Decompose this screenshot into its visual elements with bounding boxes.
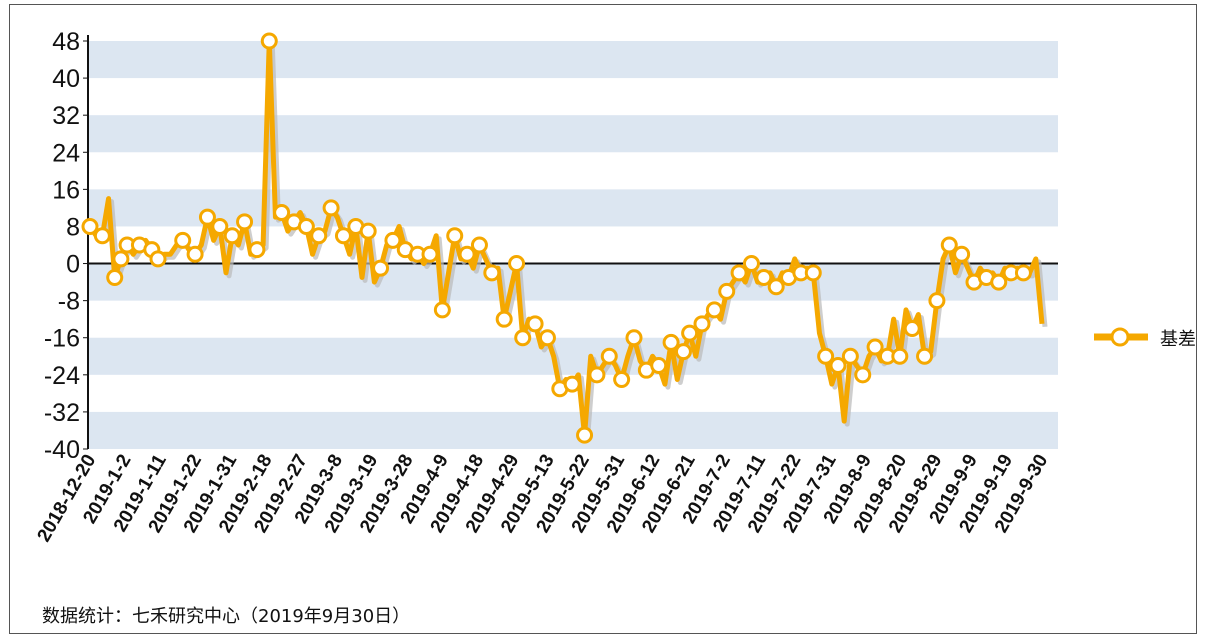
data-point	[273, 204, 291, 222]
y-tick-label: -8	[58, 288, 80, 316]
data-point	[433, 301, 451, 319]
data-point	[854, 366, 872, 384]
legend-swatch	[1094, 327, 1148, 347]
data-point	[1014, 264, 1032, 282]
y-tick-label: 32	[52, 102, 80, 130]
y-tick-label: -32	[44, 399, 80, 427]
data-point	[236, 213, 254, 231]
y-tick-label: -16	[44, 325, 80, 353]
data-point	[334, 227, 352, 245]
data-point	[186, 245, 204, 263]
data-point	[576, 426, 594, 444]
data-point	[106, 268, 124, 286]
y-tick-label: -40	[44, 436, 80, 464]
data-point	[223, 227, 241, 245]
data-point	[538, 329, 556, 347]
data-point	[804, 264, 822, 282]
data-point	[483, 264, 501, 282]
data-point	[458, 245, 476, 263]
data-point	[93, 227, 111, 245]
grid-band	[88, 189, 1058, 227]
data-point	[742, 255, 760, 273]
data-point	[421, 245, 439, 263]
data-point	[248, 241, 266, 259]
data-point	[916, 347, 934, 365]
chart-svg: 48 40 32 24 16 8 0 -8 -16 -24 -32 -40 2018-12-20201…	[34, 28, 1058, 546]
data-point	[508, 255, 526, 273]
data-point	[112, 250, 130, 268]
data-point	[563, 375, 581, 393]
source-note: 数据统计：七禾研究中心（2019年9月30日）	[42, 606, 411, 627]
data-point	[891, 347, 909, 365]
series-basis	[81, 32, 1048, 444]
data-point	[260, 32, 278, 50]
grid-band	[88, 41, 1058, 79]
data-point	[767, 278, 785, 296]
y-tick-label: 16	[52, 176, 80, 204]
grid-band	[88, 115, 1058, 153]
data-point	[310, 227, 328, 245]
grid-bands	[88, 41, 1058, 449]
data-point	[600, 347, 618, 365]
data-point	[693, 315, 711, 333]
grid-band	[88, 411, 1058, 449]
data-point	[359, 222, 377, 240]
data-point	[526, 315, 544, 333]
data-point	[928, 292, 946, 310]
data-point	[718, 282, 736, 300]
data-point	[198, 208, 216, 226]
y-tick-label: 0	[66, 251, 80, 279]
chart-frame: 48 40 32 24 16 8 0 -8 -16 -24 -32 -40 2018-12-20 201…	[9, 4, 1197, 634]
data-point	[322, 199, 340, 217]
data-point	[588, 366, 606, 384]
legend-label: 基差	[1160, 329, 1196, 350]
data-point	[817, 347, 835, 365]
y-tick-label: 40	[52, 65, 80, 93]
data-point	[940, 236, 958, 254]
data-point	[149, 250, 167, 268]
data-point	[211, 217, 229, 235]
data-point	[372, 259, 390, 277]
data-point	[174, 231, 192, 249]
data-point	[953, 245, 971, 263]
data-point	[705, 301, 723, 319]
data-point	[681, 324, 699, 342]
legend: 基差	[1090, 325, 1208, 351]
data-point	[470, 236, 488, 254]
data-point	[81, 217, 99, 235]
data-point	[495, 310, 513, 328]
data-point	[297, 217, 315, 235]
data-point	[829, 357, 847, 375]
y-tick-label: -24	[44, 362, 80, 390]
data-point	[613, 370, 631, 388]
data-point	[384, 231, 402, 249]
data-point	[514, 329, 532, 347]
data-point	[446, 227, 464, 245]
data-point	[990, 273, 1008, 291]
data-point	[903, 319, 921, 337]
data-point	[662, 333, 680, 351]
grid-band	[88, 263, 1058, 301]
y-axis-ticks: 48 40 32 24 16 8 0 -8 -16 -24 -32 -40	[44, 28, 88, 464]
data-point	[674, 343, 692, 361]
data-point	[866, 338, 884, 356]
data-point	[625, 329, 643, 347]
x-axis-ticks: 2018-12-202019-1-22019-1-112019-1-222019…	[34, 451, 1053, 546]
y-tick-label: 24	[52, 139, 80, 167]
y-tick-label: 48	[52, 28, 80, 56]
grid-band	[88, 337, 1058, 375]
y-tick-label: 8	[66, 213, 80, 241]
data-point	[755, 268, 773, 286]
data-point	[841, 347, 859, 365]
data-point	[650, 357, 668, 375]
data-point	[730, 264, 748, 282]
